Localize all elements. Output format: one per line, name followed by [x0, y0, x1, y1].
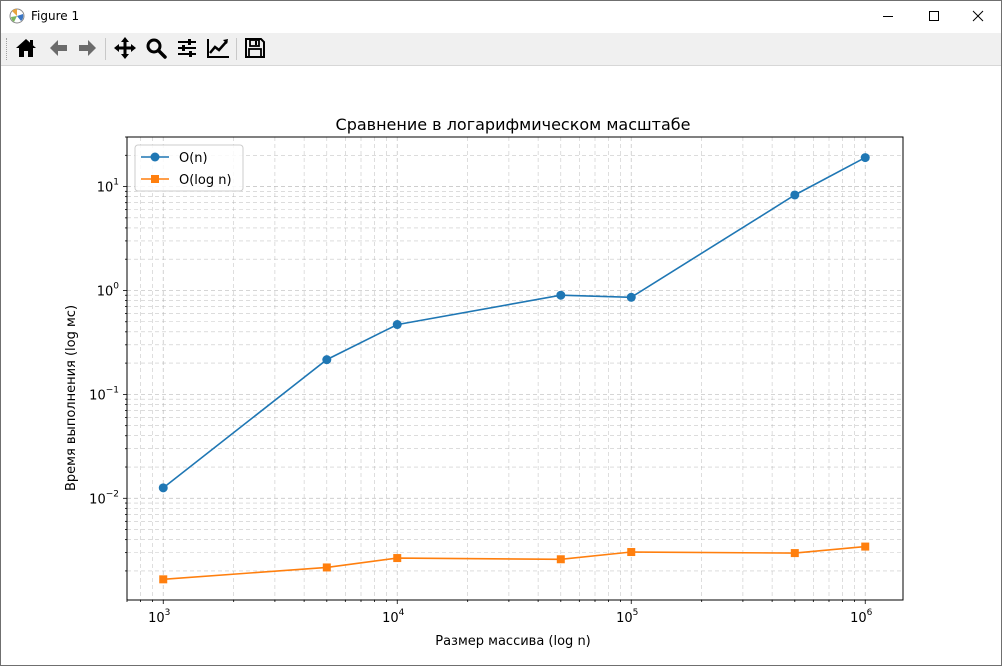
- y-tick-label: 10−1: [89, 385, 119, 403]
- x-tick-label: 105: [616, 608, 638, 626]
- maximize-button[interactable]: [911, 1, 957, 32]
- data-point-o-n: [392, 320, 402, 330]
- data-point-o-log-n: [393, 554, 402, 563]
- close-icon: [972, 7, 984, 26]
- data-point-o-n: [860, 153, 870, 163]
- grid-lines: [126, 136, 903, 600]
- navigation-toolbar: [1, 33, 1001, 66]
- title-bar: Figure 1: [1, 1, 1001, 32]
- data-point-o-log-n: [322, 563, 331, 572]
- y-tick-label: 10−2: [89, 489, 119, 507]
- save-button[interactable]: [242, 37, 268, 63]
- toolbar-separator: [105, 38, 106, 60]
- x-tick-label: 104: [382, 608, 405, 626]
- data-point-o-n: [322, 355, 332, 365]
- x-tick-label: 103: [148, 608, 170, 626]
- y-tick-label: 100: [97, 281, 120, 299]
- back-button[interactable]: [45, 37, 71, 63]
- forward-arrow-icon: [77, 37, 99, 63]
- back-arrow-icon: [47, 37, 69, 63]
- home-button[interactable]: [13, 37, 39, 63]
- legend-marker: [150, 152, 160, 162]
- window-title: Figure 1: [31, 9, 80, 23]
- home-icon: [15, 37, 37, 63]
- log-log-chart[interactable]: 103 104 105 106 10−2 10−1 100 101 Сравнение в л…: [1, 67, 1001, 665]
- legend-label: O(n): [179, 151, 208, 166]
- data-point-o-n: [626, 292, 636, 302]
- save-icon: [244, 37, 266, 63]
- customize-icon: [206, 37, 230, 63]
- data-point-o-log-n: [556, 555, 565, 564]
- data-point-o-log-n: [790, 549, 799, 558]
- legend-label: O(log n): [179, 173, 232, 188]
- series-lines: [158, 153, 870, 584]
- data-point-o-log-n: [861, 542, 870, 551]
- forward-button[interactable]: [75, 37, 101, 63]
- series-line-o-log-n: [163, 545, 866, 581]
- legend: O(n) O(log n): [134, 144, 244, 192]
- pan-icon: [113, 36, 137, 64]
- toolbar-grip: [6, 38, 10, 60]
- data-point-o-log-n: [159, 575, 168, 584]
- data-point-o-n: [790, 190, 800, 200]
- y-tick-label: 101: [97, 178, 119, 196]
- subplots-button[interactable]: [174, 37, 200, 63]
- matplotlib-app-icon: [9, 8, 25, 24]
- x-axis-label: Размер массива (log n): [435, 634, 591, 649]
- legend-marker: [151, 175, 159, 183]
- x-tick-label: 106: [850, 608, 873, 626]
- subplots-icon: [176, 37, 198, 63]
- zoom-button[interactable]: [143, 37, 169, 63]
- chart-title: Сравнение в логарифмическом масштабе: [336, 115, 691, 134]
- toolbar-separator: [236, 38, 237, 60]
- minimize-button[interactable]: [865, 1, 911, 32]
- minimize-icon: [882, 7, 894, 26]
- data-point-o-n: [556, 290, 566, 300]
- figure-canvas: 103 104 105 106 10−2 10−1 100 101 Сравнение в л…: [1, 67, 1001, 665]
- y-axis-label: Время выполнения (log мс): [64, 305, 79, 491]
- data-point-o-log-n: [627, 548, 636, 557]
- customize-button[interactable]: [205, 37, 231, 63]
- maximize-icon: [928, 7, 940, 26]
- close-button[interactable]: [955, 1, 1001, 32]
- series-line-o-n: [162, 156, 866, 489]
- axes-frame: [126, 136, 904, 601]
- axis-ticks: 103 104 105 106 10−2 10−1 100 101: [89, 136, 873, 626]
- zoom-icon: [145, 37, 167, 63]
- pan-button[interactable]: [112, 37, 138, 63]
- data-point-o-n: [158, 483, 168, 493]
